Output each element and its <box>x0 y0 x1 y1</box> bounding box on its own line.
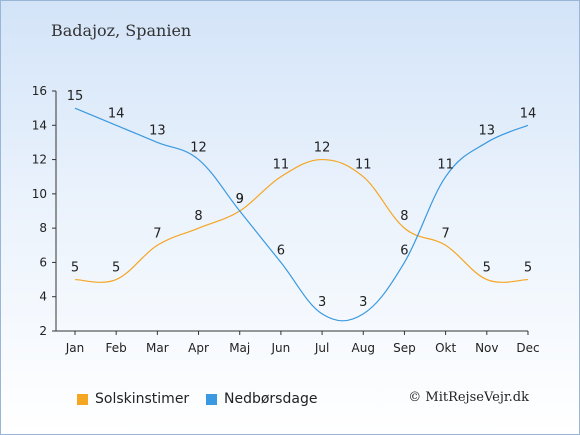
legend-item-sun: Solskinstimer <box>77 391 189 407</box>
rain-days-label: 13 <box>149 123 166 138</box>
rain-days-label: 3 <box>318 295 326 310</box>
rain-days-label: 11 <box>437 158 454 173</box>
sun-hours-label: 5 <box>483 261 491 276</box>
sun-hours-label: 11 <box>355 158 372 173</box>
location-title: Badajoz, Spanien <box>51 21 192 40</box>
x-tick-label: Okt <box>435 341 456 355</box>
rain-days-label: 3 <box>359 295 367 310</box>
x-tick-label: Nov <box>475 341 498 355</box>
x-tick-label: Jun <box>271 341 291 355</box>
y-tick-label: 16 <box>32 84 47 98</box>
x-tick-label: Maj <box>229 341 250 355</box>
x-tick-label: Jan <box>65 341 85 355</box>
y-tick-label: 2 <box>39 324 47 338</box>
y-tick-label: 8 <box>39 221 47 235</box>
sun-hours-label: 11 <box>273 158 290 173</box>
x-tick-label: Apr <box>188 341 209 355</box>
rain-days-label: 12 <box>190 141 207 156</box>
sun-hours-line <box>74 158 529 283</box>
y-tick-label: 4 <box>39 290 47 304</box>
sun-hours-label: 7 <box>441 226 449 241</box>
x-tick-label: Mar <box>146 341 169 355</box>
legend-swatch-rain <box>206 393 217 405</box>
rain-days-label: 14 <box>108 106 125 121</box>
rain-days-label: 15 <box>67 89 84 104</box>
legend-label-rain: Nedbørsdage <box>224 391 318 407</box>
axes: 2 4 6 8 10 12 14 16 Jan Feb Mar Apr Maj Jun Jul Aug Sep O… <box>32 84 540 355</box>
series-lines <box>74 107 529 322</box>
sun-hours-label: 5 <box>112 261 120 276</box>
x-tick-label: Aug <box>352 341 375 355</box>
y-tick-label: 10 <box>32 187 47 201</box>
rain-days-label: 9 <box>236 192 244 207</box>
sun-hours-label: 5 <box>524 261 532 276</box>
credit-text: © MitRejseVejr.dk <box>408 390 529 405</box>
sun-hours-label: 8 <box>194 209 202 224</box>
legend-swatch-sun <box>77 393 88 405</box>
sun-hours-label: 7 <box>153 226 161 241</box>
rain-days-label: 14 <box>520 106 537 121</box>
y-tick-label: 14 <box>32 118 47 132</box>
x-tick-label: Feb <box>106 341 127 355</box>
legend-label-sun: Solskinstimer <box>95 391 190 407</box>
x-tick-label: Sep <box>393 341 416 355</box>
sun-hours-label: 8 <box>400 209 408 224</box>
rain-days-label: 6 <box>400 243 408 258</box>
y-tick-label: 6 <box>39 255 47 269</box>
rain-days-label: 13 <box>479 123 496 138</box>
x-tick-label: Dec <box>516 341 539 355</box>
sun-hours-label: 9 <box>236 192 244 207</box>
rain-days-line <box>74 107 529 322</box>
sun-hours-label: 5 <box>71 261 79 276</box>
x-tick-label: Jul <box>314 341 329 355</box>
y-tick-label: 12 <box>32 153 47 167</box>
sun-hours-label: 12 <box>314 141 331 156</box>
rain-days-label: 6 <box>277 243 285 258</box>
legend-item-rain: Nedbørsdage <box>206 391 317 407</box>
